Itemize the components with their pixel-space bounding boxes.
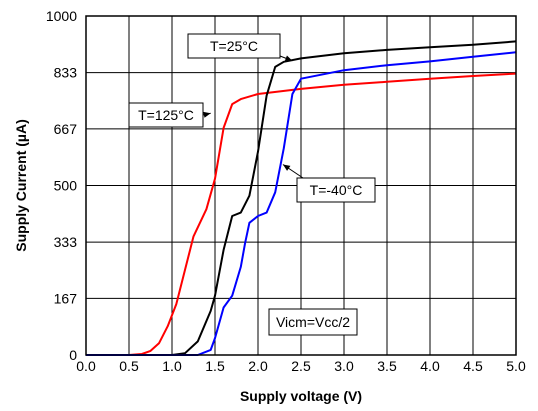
annotation-minus40c-box [296,177,376,203]
annotation-125c-arrowhead [203,111,211,118]
x-tick-label: 4.0 [420,358,440,374]
y-tick-label: 1000 [46,8,77,24]
series-line-t25c [86,40,517,356]
annotation-minus40c: T=-40°C [282,164,376,203]
annotation-25c-box [187,33,281,59]
x-tick-labels: 0.0 0.5 1.0 1.5 2.0 2.5 3.0 3.5 4.0 4.5 5.0 [76,358,526,374]
y-tick-label: 667 [54,121,78,137]
y-tick-label: 333 [54,234,78,250]
x-tick-label: 4.5 [463,358,483,374]
annotation-minus40c-label: T=-40°C [310,182,363,198]
series-layer [86,40,517,356]
x-tick-label: 3.5 [377,358,397,374]
plot-frame [85,15,517,356]
annotation-minus40c-arrowhead [282,164,291,171]
y-tick-label: 833 [54,65,78,81]
x-tick-label: 1.5 [205,358,225,374]
x-tick-label: 0.0 [76,358,96,374]
y-axis-title: Supply Current (µA) [13,119,29,252]
y-tick-label: 167 [54,290,78,306]
annotation-25c: T=25°C [187,33,293,62]
y-tick-label: 0 [69,347,77,363]
annotation-vicm-box [268,308,358,336]
series-line-t125c [86,72,517,356]
annotation-25c-arrowhead [284,55,293,62]
x-tick-label: 2.0 [248,358,268,374]
x-tick-label: 2.5 [291,358,311,374]
x-axis-title: Supply voltage (V) [240,388,362,404]
annotation-125c: T=125°C [128,102,211,128]
x-tick-label: 1.0 [162,358,182,374]
y-tick-labels: 0 167 333 500 667 833 1000 [46,8,77,363]
annotation-vicm: Vicm=Vcc/2 [268,308,358,336]
x-tick-label: 5.0 [506,358,526,374]
y-tick-label: 500 [54,178,78,194]
x-tick-label: 3.0 [334,358,354,374]
x-tick-label: 0.5 [119,358,139,374]
annotation-25c-label: T=25°C [210,38,258,54]
annotation-vicm-label: Vicm=Vcc/2 [276,314,350,330]
series-line-tminus40c [86,51,517,356]
annotation-125c-label: T=125°C [138,107,194,123]
annotation-125c-box [128,102,204,128]
